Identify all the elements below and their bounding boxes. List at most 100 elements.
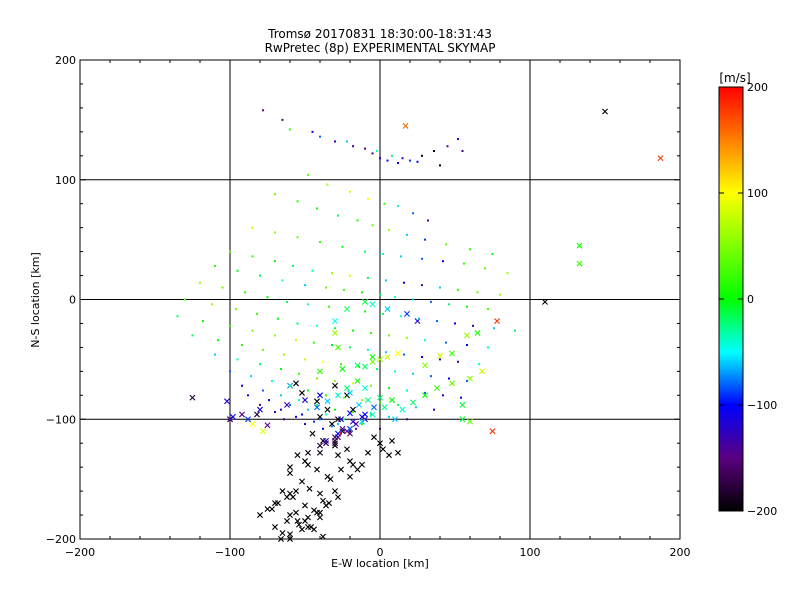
- data-point-cross: [602, 108, 608, 115]
- data-point-cross: [657, 155, 664, 162]
- data-point-dot: [325, 286, 327, 289]
- data-point-cross: [467, 418, 473, 425]
- data-point-dot: [304, 423, 306, 426]
- data-point-cross: [257, 406, 263, 413]
- data-point-dot: [466, 344, 468, 347]
- data-point-dot: [283, 353, 285, 356]
- data-point-cross: [422, 362, 428, 369]
- data-point-cross: [245, 416, 251, 423]
- data-point-cross: [339, 425, 346, 432]
- data-point-cross: [287, 512, 293, 519]
- data-point-cross: [257, 512, 263, 519]
- data-point-dot: [406, 336, 408, 339]
- data-point-dot: [386, 159, 389, 162]
- data-point-dot: [412, 298, 414, 301]
- data-point-cross: [362, 385, 368, 392]
- data-point-dot: [311, 130, 314, 133]
- data-point-dot: [472, 324, 474, 327]
- data-point-dot: [259, 403, 261, 406]
- data-point-cross: [338, 416, 344, 423]
- data-point-cross: [410, 399, 416, 406]
- data-point-cross: [347, 410, 353, 417]
- data-point-dot: [343, 396, 345, 399]
- data-point-dot: [298, 372, 300, 375]
- data-point-dot: [274, 334, 276, 337]
- data-point-dot: [319, 135, 321, 138]
- data-point-cross: [344, 446, 350, 453]
- data-point-dot: [289, 128, 291, 131]
- data-point-cross: [335, 452, 341, 459]
- data-point-dot: [340, 432, 342, 435]
- data-point-dot: [371, 224, 374, 227]
- data-point-dot: [361, 291, 363, 294]
- data-point-dot: [296, 322, 299, 325]
- data-point-dot: [349, 190, 351, 193]
- data-point-dot: [457, 138, 459, 141]
- data-point-dot: [388, 229, 390, 232]
- data-point-dot: [349, 430, 351, 433]
- data-point-dot: [403, 281, 405, 284]
- data-point-dot: [235, 308, 237, 311]
- data-point-cross: [314, 466, 320, 473]
- y-tick-label: −200: [46, 533, 76, 546]
- data-point-dot: [251, 255, 254, 258]
- data-point-cross: [302, 397, 308, 404]
- data-point-dot: [439, 164, 441, 167]
- data-point-dot: [367, 348, 369, 351]
- data-point-dot: [401, 157, 404, 160]
- data-point-cross: [344, 385, 350, 392]
- data-point-dot: [199, 281, 201, 284]
- data-point-dot: [430, 300, 432, 303]
- data-point-dot: [442, 260, 444, 263]
- data-point-cross: [474, 330, 481, 337]
- data-point-cross: [381, 404, 388, 411]
- data-point-cross: [365, 397, 371, 404]
- data-point-cross: [576, 242, 583, 249]
- data-point-dot: [406, 233, 408, 236]
- data-point-dot: [307, 389, 309, 392]
- data-point-cross: [299, 478, 305, 485]
- data-point-dot: [229, 370, 231, 373]
- data-point-dot: [304, 358, 306, 361]
- data-point-dot: [352, 411, 354, 414]
- data-point-cross: [422, 392, 428, 399]
- data-point-cross: [320, 497, 326, 504]
- x-tick-label: −200: [65, 546, 95, 559]
- data-point-dot: [304, 284, 306, 287]
- data-point-dot: [439, 358, 441, 361]
- data-point-dot: [343, 418, 345, 421]
- data-point-cross: [369, 301, 376, 308]
- data-point-dot: [247, 394, 249, 397]
- data-point-cross: [347, 425, 353, 432]
- data-point-dot: [446, 145, 449, 148]
- data-point-dot: [259, 274, 261, 277]
- data-point-cross: [324, 398, 331, 405]
- data-point-cross: [260, 428, 266, 435]
- data-point-cross: [287, 470, 293, 477]
- data-point-cross: [479, 368, 485, 375]
- data-point-cross: [576, 260, 583, 267]
- data-point-cross: [294, 452, 301, 459]
- data-point-dot: [313, 420, 315, 423]
- data-point-dot: [286, 300, 288, 303]
- data-point-cross: [386, 452, 392, 459]
- data-point-dot: [221, 286, 224, 289]
- data-point-cross: [335, 392, 341, 399]
- data-point-dot: [415, 406, 417, 409]
- data-point-cross: [302, 502, 308, 509]
- data-point-dot: [370, 384, 372, 387]
- data-point-dot: [211, 303, 213, 306]
- data-point-cross: [449, 350, 455, 357]
- data-point-dot: [388, 415, 390, 418]
- data-point-dot: [184, 298, 186, 301]
- data-point-dot: [388, 334, 390, 337]
- data-point-dot: [406, 418, 408, 421]
- data-point-dot: [439, 286, 441, 289]
- data-point-cross: [239, 411, 245, 418]
- data-point-cross: [369, 353, 376, 360]
- data-point-dot: [379, 293, 381, 296]
- data-point-cross: [354, 466, 361, 473]
- data-point-cross: [335, 430, 341, 437]
- y-axis-label: N-S location [km]: [29, 252, 42, 348]
- colorbar-tick-label: 200: [747, 81, 768, 94]
